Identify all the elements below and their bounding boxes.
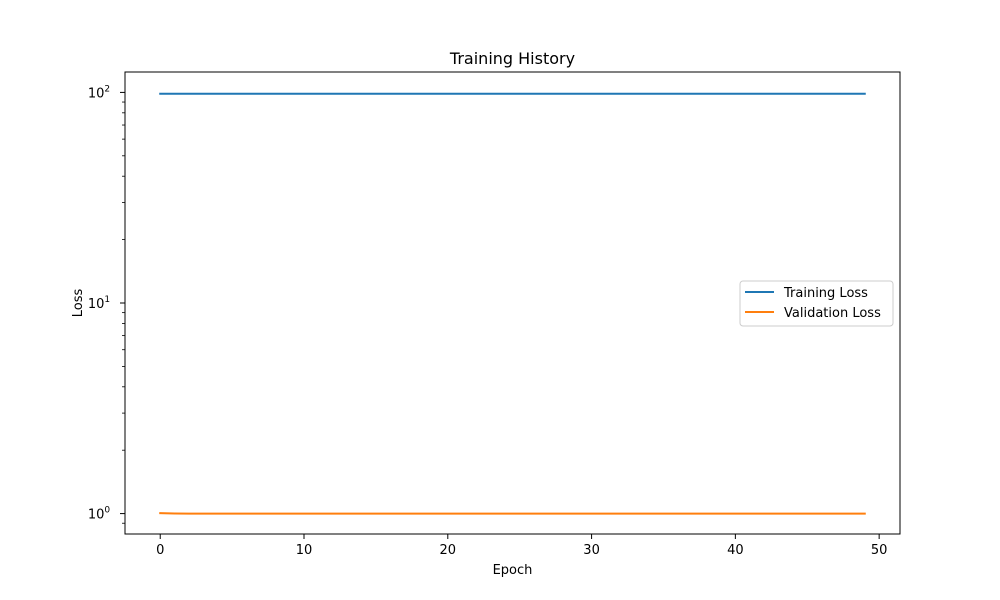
x-axis-title: Epoch: [493, 563, 533, 578]
x-tick-label: 0: [156, 543, 164, 558]
y-tick-label: 100: [88, 506, 111, 523]
x-tick-label: 10: [296, 543, 313, 558]
series-line-validation-loss: [159, 512, 866, 515]
y-axis: 100 101 102: [88, 84, 125, 524]
y-tick-label: 102: [88, 84, 110, 101]
y-axis-title: Loss: [71, 289, 86, 318]
legend-label-validation-loss: Validation Loss: [784, 306, 881, 321]
x-tick-label: 40: [727, 543, 744, 558]
legend-label-training-loss: Training Loss: [783, 286, 868, 301]
chart-title: Training History: [449, 49, 575, 68]
y-tick-label: 101: [88, 295, 110, 312]
x-tick-label: 50: [871, 543, 888, 558]
legend-box: [739, 280, 894, 327]
plot-area: [159, 92, 866, 515]
legend: Training Loss Validation Loss: [739, 280, 894, 327]
x-tick-label: 20: [440, 543, 457, 558]
x-tick-label: 30: [583, 543, 600, 558]
x-axis: 0 10 20 30 40 50: [156, 534, 887, 558]
